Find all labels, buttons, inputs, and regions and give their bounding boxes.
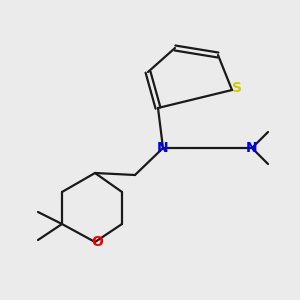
Text: O: O bbox=[91, 235, 103, 249]
Text: N: N bbox=[157, 141, 169, 155]
Text: S: S bbox=[232, 81, 242, 95]
Text: N: N bbox=[246, 141, 258, 155]
